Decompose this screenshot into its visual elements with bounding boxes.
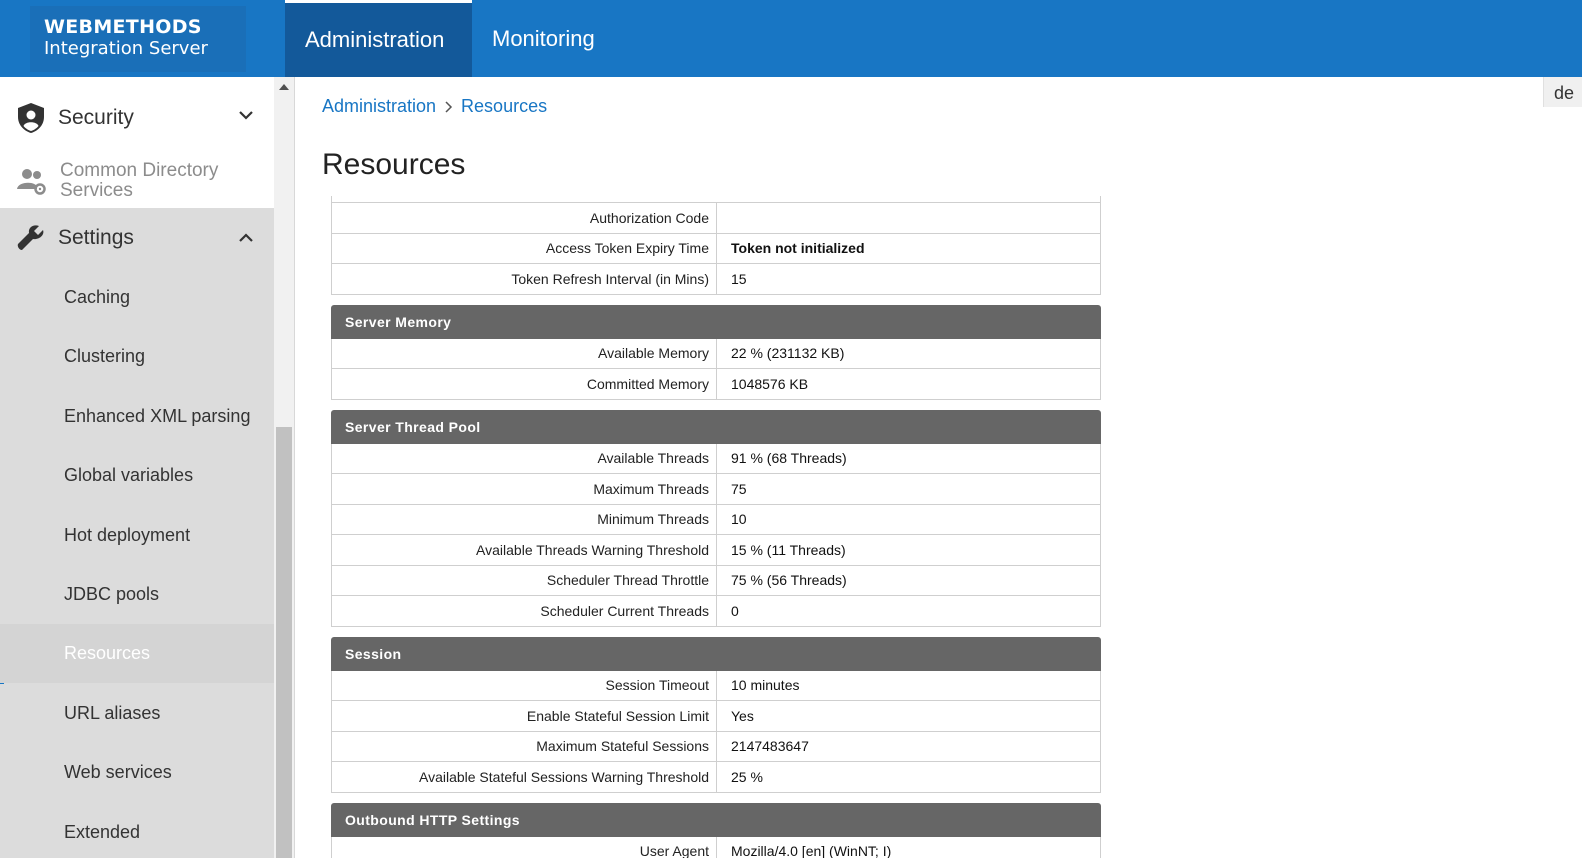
row-value: 22 % (231132 KB) [731, 345, 845, 362]
sidebar-item-caching[interactable]: Caching [64, 287, 131, 307]
row-label: Available Stateful Sessions Warning Thre… [332, 762, 717, 792]
page-title: Resources [322, 148, 466, 181]
row-label: Session Timeout [332, 670, 717, 700]
resources-table: Authorization Code Access Token Expiry T… [331, 196, 1101, 858]
row-value: 25 % [731, 768, 763, 785]
table-row: Access Token Expiry Time Token not initi… [331, 233, 1101, 264]
row-value: 75 % (56 Threads) [731, 572, 847, 589]
breadcrumb-link-resources[interactable]: Resources [461, 96, 548, 116]
users-settings-icon [17, 169, 46, 195]
row-value: Mozilla/4.0 [en] (WinNT; I) [731, 843, 892, 858]
row-label: Access Token Expiry Time [332, 233, 717, 263]
row-value: 15 [731, 270, 747, 287]
table-row: Scheduler Current Threads 0 [331, 596, 1101, 627]
row-label: Maximum Stateful Sessions [332, 731, 717, 761]
shield-user-icon [18, 103, 44, 133]
tab-administration[interactable]: Administration [285, 0, 472, 77]
row-value: 2147483647 [731, 738, 809, 755]
top-header-bar: WEBMETHODS Integration Server Administra… [0, 0, 1582, 77]
section-header-outbound-http-settings: Outbound HTTP Settings [331, 802, 1101, 837]
table-row: Available Stateful Sessions Warning Thre… [331, 762, 1101, 793]
chevron-up-icon[interactable] [238, 230, 254, 246]
row-label: Enable Stateful Session Limit [332, 701, 717, 731]
chevron-down-icon[interactable] [238, 107, 254, 123]
row-value [717, 203, 1100, 233]
sidebar-scrollbar-thumb[interactable] [276, 427, 292, 858]
settings-group: Settings Caching Clustering Enhanced XML… [0, 208, 274, 858]
row-value: 15 % (11 Threads) [731, 541, 846, 558]
table-row: Committed Memory 1048576 KB [331, 369, 1101, 400]
brand-product: Integration Server [44, 38, 208, 59]
sidebar-item-label: Settings [58, 226, 134, 249]
tab-monitoring[interactable]: Monitoring [492, 25, 595, 51]
row-label: Scheduler Current Threads [332, 596, 717, 626]
row-label: Available Memory [332, 338, 717, 368]
table-row: Token Refresh Interval (in Mins) 15 [331, 264, 1101, 295]
sidebar-item-common-directory-services[interactable]: Common Directory Services [0, 155, 274, 207]
row-label: Available Threads Warning Threshold [332, 535, 717, 565]
sidebar-item-clustering[interactable]: Clustering [64, 346, 146, 366]
row-label: Scheduler Thread Throttle [332, 565, 717, 595]
row-value: 10 minutes [731, 677, 800, 694]
breadcrumb-link-administration[interactable]: Administration [322, 96, 437, 116]
table-top-stub [331, 196, 1101, 203]
table-row: Available Threads Warning Threshold 15 %… [331, 535, 1101, 566]
sidebar-item-url-aliases[interactable]: URL aliases [64, 703, 161, 723]
product-logo[interactable]: WEBMETHODS Integration Server [30, 6, 246, 72]
row-value: Yes [731, 707, 754, 724]
table-row: Session Timeout 10 minutes [331, 670, 1101, 701]
breadcrumb: Administration Resources [322, 96, 547, 117]
sidebar-item-global-variables[interactable]: Global variables [64, 465, 194, 485]
row-value: Token not initialized [731, 240, 865, 257]
section-header-session: Session [331, 636, 1101, 671]
row-value: 10 [731, 511, 747, 528]
table-row: Available Threads 91 % (68 Threads) [331, 443, 1101, 474]
row-label: Maximum Threads [332, 474, 717, 504]
row-label: Available Threads [332, 443, 717, 473]
row-value: 91 % (68 Threads) [731, 450, 847, 467]
row-value: 0 [731, 602, 739, 619]
table-row: User Agent Mozilla/4.0 [en] (WinNT; I) [331, 836, 1101, 858]
table-row: Maximum Stateful Sessions 2147483647 [331, 731, 1101, 762]
sidebar-item-label: Security [58, 106, 134, 129]
row-label: Authorization Code [332, 203, 717, 233]
sidebar-item-enhanced-xml-parsing[interactable]: Enhanced XML parsing [64, 406, 251, 426]
table-row: Scheduler Thread Throttle 75 % (56 Threa… [331, 565, 1101, 596]
sidebar-item-label: Common Directory Services [60, 160, 219, 201]
row-label: User Agent [332, 836, 717, 858]
sidebar-nav: Security Common Directory Services Setti… [0, 77, 274, 858]
edge-tab[interactable]: de [1543, 77, 1582, 107]
table-row: Minimum Threads 10 [331, 504, 1101, 535]
scroll-up-arrow-icon[interactable] [279, 84, 289, 90]
row-value: 1048576 KB [731, 375, 809, 392]
row-value: 75 [731, 480, 747, 497]
row-label: Minimum Threads [332, 504, 717, 534]
table-row: Enable Stateful Session Limit Yes [331, 701, 1101, 732]
row-label: Committed Memory [332, 369, 717, 399]
section-header-server-memory: Server Memory [331, 304, 1101, 339]
table-row: Maximum Threads 75 [331, 474, 1101, 505]
wrench-icon [17, 225, 44, 250]
sidebar-item-web-services[interactable]: Web services [64, 762, 172, 782]
section-header-server-thread-pool: Server Thread Pool [331, 409, 1101, 444]
row-label: Token Refresh Interval (in Mins) [332, 264, 717, 294]
sidebar-item-resources[interactable]: Resources [0, 624, 274, 683]
sidebar-item-security[interactable]: Security [0, 77, 274, 159]
brand-name: WEBMETHODS [44, 16, 202, 38]
chevron-right-icon [445, 100, 453, 113]
sidebar-item-hot-deployment[interactable]: Hot deployment [64, 525, 191, 545]
sidebar-item-jdbc-pools[interactable]: JDBC pools [64, 584, 160, 604]
table-row: Authorization Code [331, 203, 1101, 234]
sidebar-item-settings[interactable]: Settings [0, 208, 274, 268]
sidebar-item-extended[interactable]: Extended [64, 822, 141, 842]
table-row: Available Memory 22 % (231132 KB) [331, 338, 1101, 369]
